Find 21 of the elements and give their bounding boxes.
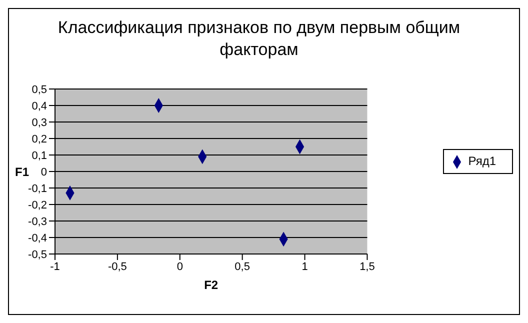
x-tick-label: -0,5 bbox=[108, 260, 127, 273]
y-tick-label: 0,4 bbox=[32, 100, 47, 112]
y-tick-label: 0 bbox=[40, 166, 47, 178]
y-tick-label: 0,1 bbox=[32, 150, 47, 162]
y-tick-label: -0,3 bbox=[28, 216, 47, 228]
legend-label: Ряд1 bbox=[468, 154, 496, 168]
x-tick-label: 1,5 bbox=[360, 260, 375, 273]
y-tick-label: -0,4 bbox=[28, 232, 47, 244]
x-tick-label: 1 bbox=[302, 260, 308, 273]
x-tick-label: -1 bbox=[50, 260, 60, 273]
y-tick-label: 0,5 bbox=[32, 84, 47, 96]
y-axis-title: F1 bbox=[15, 164, 30, 179]
y-tick-label: -0,5 bbox=[28, 248, 47, 261]
y-tick-label: -0,2 bbox=[28, 199, 47, 212]
chart-title: Классификация признаков по двум первым общим факторам bbox=[56, 17, 462, 61]
x-tick-label: 0 bbox=[176, 260, 183, 273]
x-axis-title: F2 bbox=[204, 278, 218, 292]
x-tick-label: 0,5 bbox=[234, 260, 250, 273]
y-tick-label: 0,2 bbox=[32, 133, 47, 146]
y-tick-label: 0,3 bbox=[32, 116, 47, 129]
y-tick-label: -0,1 bbox=[28, 182, 47, 195]
